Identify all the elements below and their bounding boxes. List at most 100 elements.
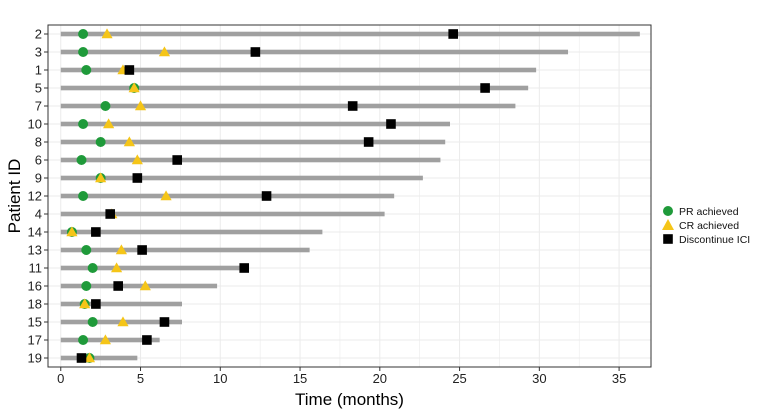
cr-marker [79, 298, 91, 309]
discontinue-marker [132, 173, 143, 183]
x-tick-label: 30 [532, 371, 546, 386]
patient-bar [60, 301, 183, 307]
y-tick-label: 4 [35, 207, 42, 222]
discontinue-marker [261, 191, 272, 201]
y-tick-label: 8 [35, 135, 42, 150]
patient-bar [60, 85, 529, 91]
cr-marker [101, 28, 113, 39]
cr-marker [95, 172, 107, 183]
discontinue-marker [363, 137, 374, 147]
legend-item-pr: PR achieved [663, 206, 739, 218]
y-tick-label: 13 [28, 243, 42, 258]
cr-marker [134, 100, 147, 111]
pr-marker [100, 101, 111, 111]
discontinue-marker [76, 353, 87, 363]
patient-bar [60, 355, 138, 361]
cr-marker [103, 118, 115, 129]
legend: PR achieved CR achieved Discontinue ICI [662, 206, 750, 246]
discontinue-marker [113, 281, 123, 291]
patient-bar [60, 337, 160, 343]
y-tick-label: 18 [28, 297, 42, 312]
cr-marker [158, 46, 171, 57]
patient-bar [60, 49, 569, 55]
discontinue-marker [159, 317, 170, 327]
discontinue-marker [386, 119, 396, 129]
pr-marker [81, 245, 92, 255]
patient-bar [60, 247, 310, 253]
legend-triangle-icon [662, 219, 674, 230]
patient-bar [60, 157, 441, 163]
y-tick-label: 6 [35, 153, 42, 168]
pr-marker [87, 263, 98, 273]
x-tick-label: 5 [137, 371, 144, 386]
cr-marker [139, 280, 151, 291]
patient-bar [60, 229, 323, 235]
patient-bar [60, 211, 385, 217]
discontinue-marker [142, 335, 152, 345]
y-tick-label: 19 [28, 351, 42, 366]
patient-bar [60, 67, 537, 73]
y-tick-label: 10 [28, 117, 42, 132]
pr-marker [81, 65, 92, 75]
x-tick-label: 15 [293, 371, 307, 386]
patient-bar [60, 175, 423, 181]
event-markers [66, 28, 490, 363]
cr-marker [160, 190, 172, 201]
legend-label: Discontinue ICI [679, 234, 750, 246]
y-tick-label: 7 [35, 99, 42, 114]
y-tick-label: 15 [28, 315, 42, 330]
legend-item-cr: CR achieved [662, 219, 739, 232]
legend-label: CR achieved [679, 220, 739, 232]
cr-marker [128, 82, 140, 93]
discontinue-marker [448, 29, 458, 39]
y-tick-label: 17 [28, 333, 42, 348]
patient-bar [60, 139, 446, 145]
x-tick-label: 20 [373, 371, 387, 386]
discontinue-marker [137, 245, 147, 255]
pr-marker [87, 317, 98, 327]
discontinue-marker [124, 65, 135, 75]
discontinue-marker [91, 299, 101, 309]
y-axis-title: Patient ID [5, 159, 24, 234]
discontinue-marker [172, 155, 183, 165]
cr-marker [99, 334, 112, 345]
cr-marker [83, 352, 96, 363]
x-axis-ticks: 0 5 10 15 20 25 30 35 [57, 367, 626, 386]
pr-marker [78, 29, 89, 39]
y-tick-label: 12 [28, 189, 42, 204]
x-tick-label: 35 [612, 371, 626, 386]
cr-marker [123, 136, 135, 147]
pr-marker [81, 281, 92, 291]
x-tick-label: 25 [452, 371, 466, 386]
y-tick-label: 1 [35, 63, 42, 78]
patient-bar [60, 193, 395, 199]
x-tick-label: 10 [213, 371, 227, 386]
patient-bar [60, 103, 516, 109]
y-tick-label: 5 [35, 81, 42, 96]
pr-marker [78, 335, 89, 345]
patient-bar [60, 31, 640, 37]
patient-bar [60, 121, 451, 127]
pr-marker [78, 191, 89, 201]
discontinue-marker [480, 83, 490, 93]
y-tick-label: 14 [28, 225, 42, 240]
discontinue-marker [91, 227, 101, 237]
legend-square-icon [663, 234, 673, 244]
patient-bar [60, 265, 243, 271]
cr-marker [131, 154, 143, 165]
cr-marker [115, 244, 127, 255]
y-tick-label: 2 [35, 27, 42, 42]
x-tick-label: 0 [57, 371, 64, 386]
discontinue-marker [239, 263, 250, 273]
cr-marker [66, 226, 78, 237]
y-tick-label: 16 [28, 279, 42, 294]
y-tick-label: 3 [35, 45, 42, 60]
discontinue-marker [250, 47, 261, 57]
patient-bar [60, 283, 218, 289]
legend-circle-icon [663, 206, 673, 216]
legend-label: PR achieved [679, 206, 739, 218]
discontinue-marker [105, 209, 116, 219]
discontinue-marker [347, 101, 358, 111]
